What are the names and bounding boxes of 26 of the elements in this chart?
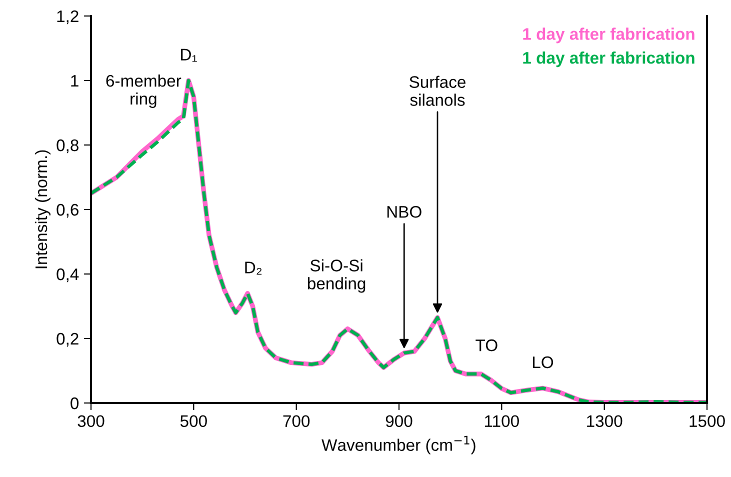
annotation: NBO	[387, 206, 422, 218]
annotation: D₂	[245, 262, 262, 275]
annotation: D₁	[181, 48, 197, 62]
annotation: Surface silanols	[410, 76, 466, 106]
y-tick-label: 0	[70, 397, 79, 410]
y-axis-title: Intensity (norm.)	[34, 150, 50, 268]
y-tick-label: 0,8	[56, 139, 78, 154]
x-axis-title: Wavenumber (cm$^{−1}$)	[322, 436, 476, 454]
text: 1 day after fabrication	[523, 28, 694, 44]
y-tick-label: 0,4	[56, 268, 79, 282]
annotation: 6-member ring	[106, 74, 182, 108]
y-tick-label: 1,2	[57, 10, 78, 24]
text: 1 day after fabrication	[523, 52, 694, 68]
x-tick-label: 300	[78, 415, 104, 428]
x-tick-label: 900	[386, 415, 412, 428]
y-tick-label: 0,2	[56, 332, 78, 347]
y-tick-label: 1	[71, 75, 78, 87]
x-tick-label: 1100	[485, 415, 519, 428]
annotation: Si-O-Si bending	[308, 259, 366, 293]
x-tick-label: 1300	[587, 415, 622, 428]
x-tick-label: 700	[283, 415, 310, 428]
annotation: TO	[476, 339, 498, 352]
x-tick-label: 1500	[690, 415, 725, 428]
annotation: LO	[532, 356, 554, 368]
y-tick-label: 0,6	[56, 204, 78, 218]
x-tick-label: 500	[180, 415, 207, 428]
